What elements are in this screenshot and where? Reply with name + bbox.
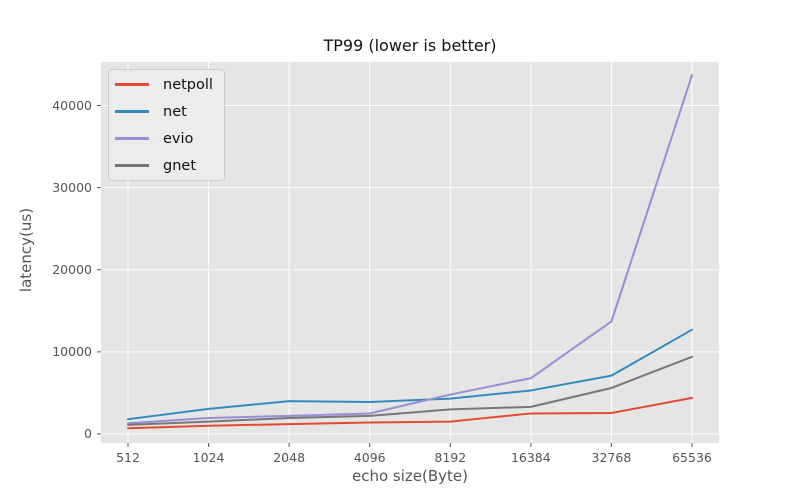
x-axis-label: echo size(Byte) (352, 467, 468, 485)
legend-label: evio (163, 130, 194, 147)
legend-item-net: net (115, 98, 218, 125)
series-line-gnet (127, 355, 693, 426)
legend: netpoll net evio gnet (108, 69, 225, 181)
chart-title: TP99 (lower is better) (323, 36, 497, 55)
legend-item-evio: evio (115, 125, 218, 152)
legend-line-swatch (115, 137, 149, 140)
series-line-evio (127, 74, 693, 425)
series-line-netpoll (127, 396, 693, 430)
x-tick-label: 8192 (434, 450, 467, 465)
x-tick-label: 512 (116, 450, 140, 465)
legend-label: gnet (163, 157, 197, 174)
legend-line-swatch (115, 83, 149, 86)
legend-line-swatch (115, 164, 149, 167)
x-tick-label: 16384 (510, 450, 551, 465)
legend-label: net (163, 103, 187, 120)
y-tick-label: 20000 (52, 261, 92, 277)
x-tick-label: 4096 (353, 450, 386, 465)
legend-label: netpoll (163, 76, 213, 93)
legend-line-swatch (115, 110, 149, 113)
y-tick-label: 30000 (52, 179, 92, 195)
legend-item-netpoll: netpoll (115, 71, 218, 98)
x-tick-label: 1024 (192, 450, 225, 465)
y-axis-label: latency(us) (17, 207, 35, 293)
x-tick-label: 32768 (591, 450, 632, 465)
y-tick-label: 0 (84, 425, 92, 441)
y-tick-label: 40000 (52, 97, 92, 113)
series-line-net (127, 328, 693, 421)
legend-item-gnet: gnet (115, 152, 218, 179)
x-tick-label: 65536 (672, 450, 712, 465)
x-tick-label: 2048 (273, 450, 306, 465)
y-tick-label: 10000 (52, 343, 92, 359)
